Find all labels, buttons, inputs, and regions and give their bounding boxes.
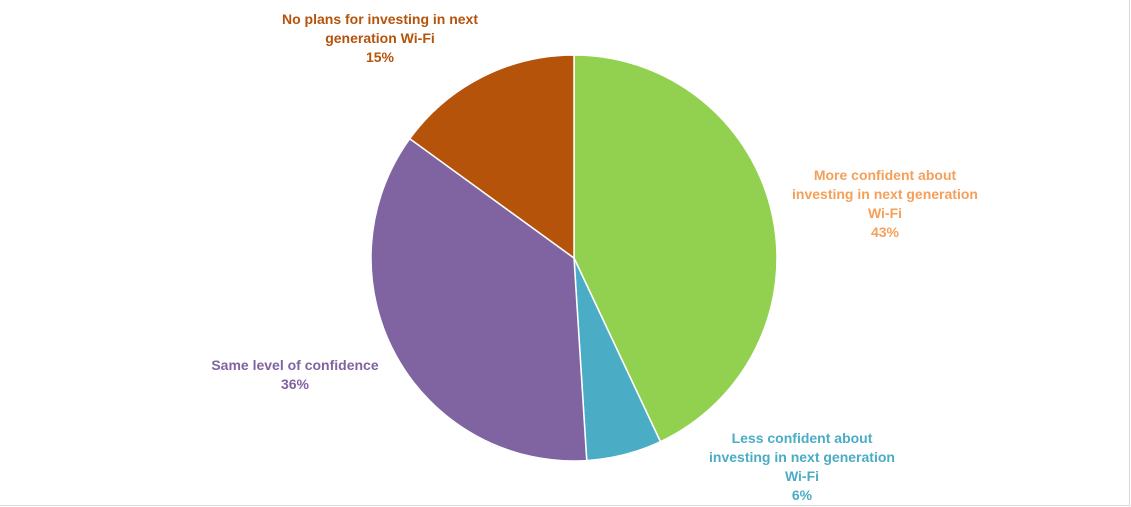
slice-label-line: Wi-Fi [785,468,819,484]
slice-label-no-plans: No plans for investing in next generation… [282,11,478,65]
slice-label-same-level: Same level of confidence 36% [211,357,378,392]
slice-label-line: Wi-Fi [868,205,902,221]
slice-label-less-confident: Less confident about investing in next ge… [709,430,895,503]
slice-more-confident [573,54,778,443]
pie-labels: More confident about investing in next ge… [211,11,978,503]
slice-label-line: investing in next generation [709,449,895,465]
slice-label-line: More confident about [814,167,957,183]
slice-label-line: Same level of confidence [211,357,378,373]
pie-slices [370,54,778,462]
slice-label-line: investing in next generation [792,186,978,202]
slice-label-line: generation Wi-Fi [325,30,435,46]
slice-label-line: No plans for investing in next [282,11,478,27]
slice-percent-more-confident: 43% [871,224,900,240]
slice-label-more-confident: More confident about investing in next ge… [792,167,978,240]
slice-percent-same-level: 36% [281,376,310,392]
slice-label-line: Less confident about [732,430,873,446]
slice-no-plans [408,54,575,260]
slice-percent-less-confident: 6% [792,487,813,503]
slice-percent-no-plans: 15% [366,49,395,65]
slice-same-level [370,137,588,462]
